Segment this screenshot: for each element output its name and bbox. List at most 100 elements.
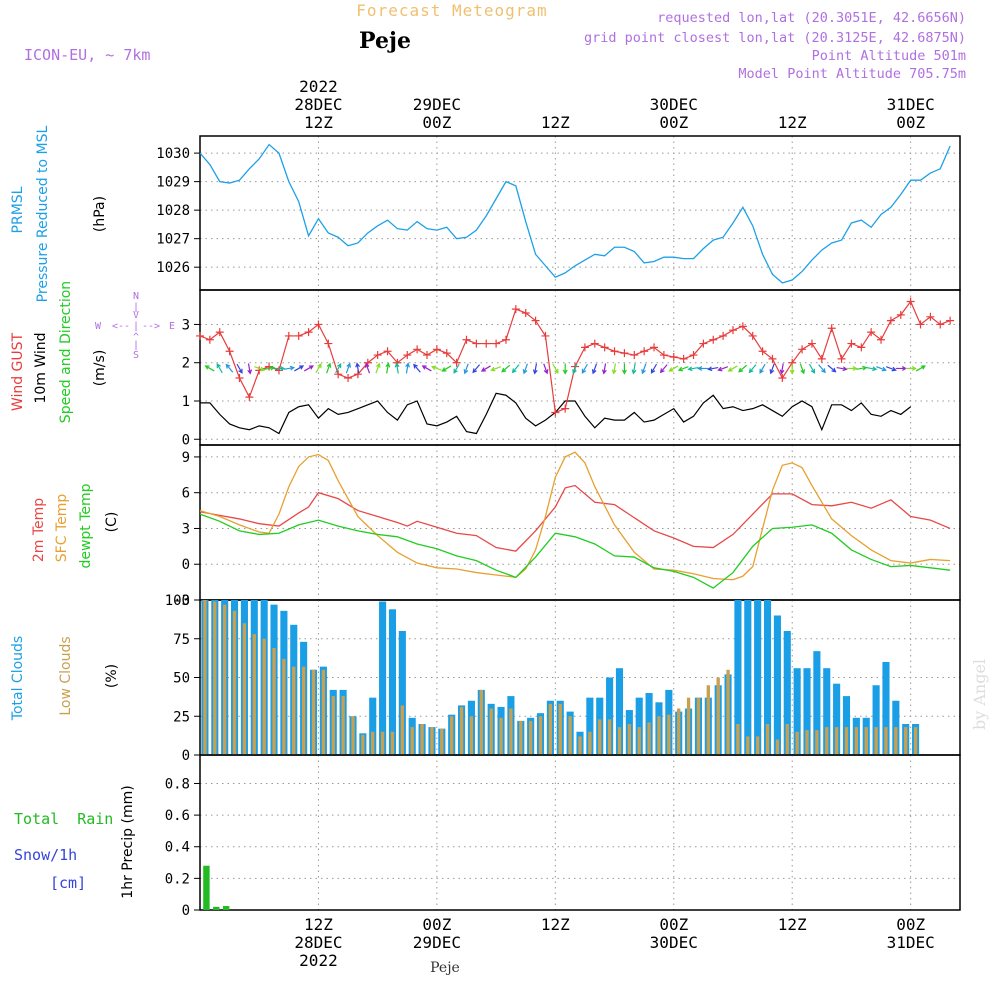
wind-gust-marker [235,374,244,383]
low-cloud-bar [351,716,355,755]
svg-text:|: | [133,321,139,332]
total-cloud-bar [763,600,772,755]
wind-gust-marker [778,374,787,383]
wind-direction-arrow [216,363,223,374]
wind-gust-marker [817,354,826,363]
low-cloud-bar [578,736,582,755]
compass-e: E [169,321,175,332]
total-cloud-bar [606,677,614,755]
wind-direction-arrow [431,365,442,371]
wind-gust-marker [304,328,313,337]
precip-labels: Total Rain Snow/1h [cm] 1hr Precip (mm) [14,785,136,898]
wind-direction-arrow [846,366,858,371]
wind-direction-arrow [532,363,538,375]
wind-gust-marker [857,343,866,352]
low-cloud-bar [568,716,572,755]
wind-gust-marker [650,343,659,352]
low-cloud-bar [459,706,464,755]
y-tick-label: 100 [165,593,190,609]
wind-gust-marker [423,351,432,360]
wind-gust-marker [936,320,945,329]
low-cloud-bar [203,600,207,755]
wind-gust-marker [798,345,807,354]
precip-label-rain: Total Rain [14,810,113,828]
wind-direction-arrow [572,363,578,375]
wind-direction-arrow [818,364,826,374]
svg-text:V: V [133,310,139,321]
total-cloud-bar [734,600,742,755]
low-cloud-bar [400,705,405,755]
low-cloud-bar [519,720,523,755]
cloud-label-low: Low Clouds [58,636,74,715]
wind-gust-marker [728,326,737,335]
chart-title: Forecast Meteogram [356,1,547,20]
wind-gust-marker [867,328,876,337]
low-cloud-bar [361,734,365,755]
time-label-bottom: 12Z [304,915,333,934]
low-cloud-bar [913,727,918,755]
time-label-bottom: 2022 [299,951,338,970]
precip-panel: 0 0.2 0.4 0.6 0.8 [165,754,961,919]
wind-direction-arrow [759,363,766,374]
time-label-bottom: 00Z [422,915,451,934]
wind-direction-arrow [905,366,917,371]
wind-gust-marker [561,404,570,413]
grid-point-coords: grid point closest lon,lat (20.3125E, 42… [584,30,966,46]
wind-direction-arrow [522,363,528,375]
wind-gust-marker [334,370,343,379]
y-tick-label: 3 [182,521,190,537]
wind-gust-marker [738,322,747,331]
wind-direction-arrow [621,363,627,375]
total-cloud-bar [783,631,791,755]
y-tick-label: 75 [173,632,190,648]
low-cloud-bar [657,716,661,755]
time-label-top: 00Z [659,113,688,132]
wind-gust-marker [590,339,599,348]
low-cloud-bar [252,634,256,755]
wind-gust-marker [492,339,501,348]
model-label: ICON-EU, ~ 7km [24,46,150,64]
low-cloud-bar [222,604,227,755]
low-cloud-bar [479,689,483,755]
time-label-top: 00Z [896,113,925,132]
time-label-top: 12Z [778,113,807,132]
wind-direction-arrow [315,363,322,374]
low-cloud-bar [696,697,701,755]
compass-w: W [95,321,102,332]
low-cloud-bar [301,666,306,755]
low-cloud-bar [371,731,375,755]
total-cloud-bar [872,685,880,755]
wind-gust-marker [205,335,214,344]
y-tick-label: 0.4 [165,840,190,856]
wind-gust-marker [344,374,353,383]
total-cloud-bar [823,668,831,755]
wind-direction-arrow [303,365,314,372]
low-cloud-bar [282,658,286,755]
wind-gust-marker [324,339,333,348]
compass-icon: N S W E | V ^ | <-- --> | [95,291,175,361]
low-cloud-bar [677,708,681,755]
wind-gust-marker [284,331,293,340]
wind-gust-marker [926,312,935,321]
wind-gust-marker [225,347,234,356]
precip-label-cm: [cm] [50,874,86,892]
wind-gust-marker [600,343,609,352]
low-cloud-bar [430,727,434,755]
low-cloud-bar [390,731,395,755]
cloud-label-total: Total Clouds [10,636,26,721]
wind-gust-marker [709,335,718,344]
y-tick-label: 1029 [156,175,190,191]
wind-direction-arrow [886,366,897,372]
wind-direction-arrow [364,362,371,374]
precip-ylabel: 1hr Precip (mm) [120,785,136,898]
y-tick-label: 0 [182,748,190,764]
low-cloud-bar [617,727,622,755]
wind-direction-arrow [247,363,253,375]
wind-direction-arrow [738,364,748,373]
watermark: by Angel [970,659,989,730]
wind-direction-arrow [562,363,568,375]
time-label-bottom: 12Z [541,915,570,934]
low-cloud-bar [232,610,237,755]
